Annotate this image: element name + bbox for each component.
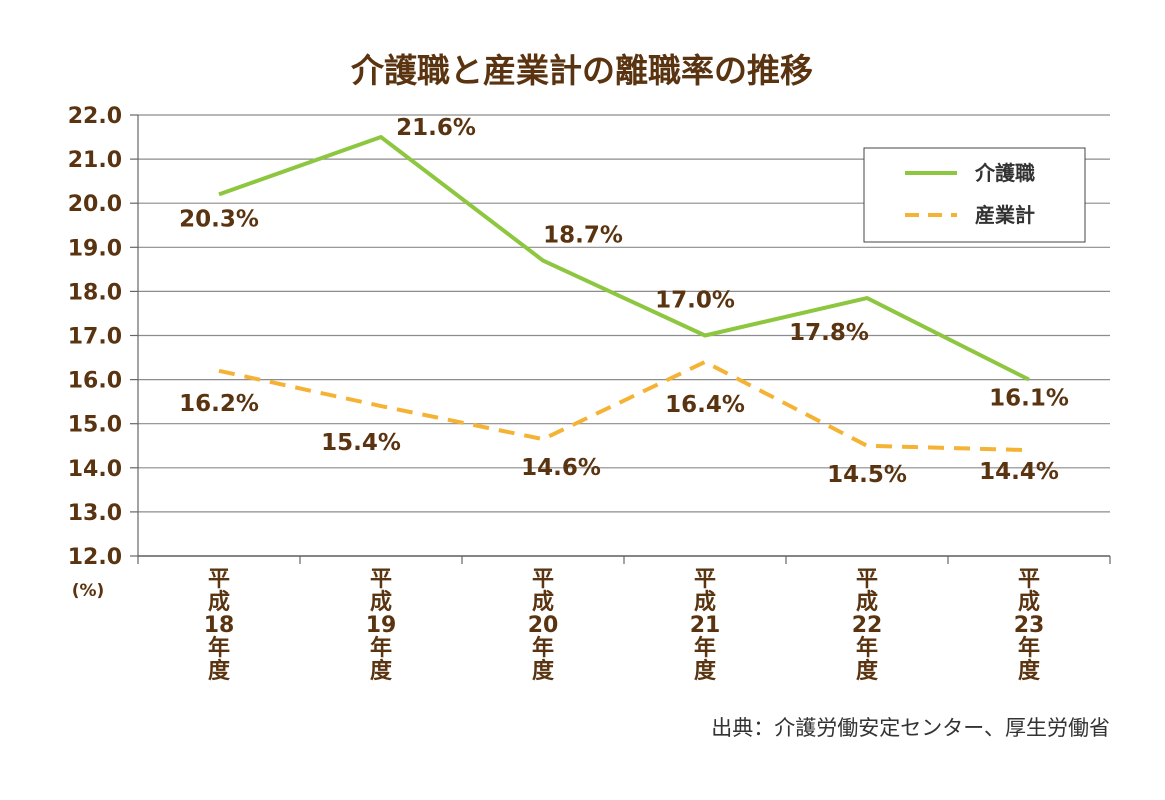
legend-label-sangyo: 産業計 — [975, 203, 1035, 227]
x-tick-label-part: 成 — [1018, 590, 1040, 615]
x-tick-label-part: 23 — [1014, 613, 1045, 638]
x-tick-label-part: 平 — [532, 567, 554, 592]
x-tick-label-part: 年 — [208, 635, 230, 661]
x-tick-label-part: 22 — [852, 613, 883, 638]
legend-label-kaigo: 介護職 — [974, 161, 1035, 185]
chart-title: 介護職と産業計の離職率の推移 — [351, 51, 813, 90]
y-tick-label: 13.0 — [68, 501, 122, 526]
x-tick-label-part: 年 — [856, 635, 878, 661]
x-tick-label-part: 平 — [694, 567, 716, 592]
data-label: 15.4% — [321, 430, 401, 456]
x-tick-label-part: 度 — [856, 658, 879, 684]
data-label: 17.0% — [655, 288, 735, 314]
x-tick-label-part: 度 — [1018, 658, 1041, 684]
data-label: 16.4% — [665, 392, 745, 418]
x-tick-label-part: 年 — [694, 635, 716, 661]
x-tick-label-part: 18 — [204, 613, 235, 638]
x-tick-label-part: 平 — [208, 567, 230, 592]
x-tick-label-part: 年 — [1018, 635, 1040, 661]
x-tick-label-part: 19 — [366, 613, 397, 638]
y-tick-label: 22.0 — [68, 104, 122, 129]
data-label: 14.6% — [521, 455, 601, 481]
y-tick-label: 12.0 — [68, 545, 122, 570]
legend: 介護職 産業計 — [864, 148, 1085, 242]
data-label: 16.1% — [989, 386, 1069, 412]
x-tick-label-part: 成 — [694, 590, 716, 615]
data-label: 14.5% — [827, 462, 907, 488]
data-label: 20.3% — [179, 206, 259, 232]
y-tick-label: 15.0 — [68, 413, 122, 438]
y-tick-label: 14.0 — [68, 457, 122, 482]
y-tick-label: 19.0 — [68, 236, 122, 261]
y-tick-label: 20.0 — [68, 192, 122, 217]
x-tick-label-part: 度 — [370, 658, 393, 684]
x-tick-label-part: 成 — [370, 590, 392, 615]
data-label: 14.4% — [979, 459, 1059, 485]
x-tick-label-part: 度 — [208, 658, 231, 684]
x-tick-label-part: 平 — [1018, 567, 1040, 592]
x-tick-label-part: 年 — [370, 635, 392, 661]
x-tick-label-part: 度 — [532, 658, 555, 684]
source-note: 出典：介護労働安定センター、厚生労働省 — [711, 716, 1110, 740]
x-tick-label-part: 度 — [694, 658, 717, 684]
x-tick-label-part: 20 — [528, 613, 559, 638]
x-tick-label-part: 平 — [856, 567, 878, 592]
y-tick-label: 17.0 — [68, 325, 122, 350]
x-tick-label-part: 成 — [208, 590, 230, 615]
data-label: 17.8% — [789, 320, 869, 346]
x-tick-label-part: 平 — [370, 567, 392, 592]
x-tick-label-part: 年 — [532, 635, 554, 661]
y-tick-label: 21.0 — [68, 148, 122, 173]
y-unit-label: (%) — [72, 581, 105, 601]
data-label: 18.7% — [543, 223, 623, 249]
y-tick-label: 18.0 — [68, 280, 122, 305]
x-tick-label-part: 成 — [856, 590, 878, 615]
data-label: 16.2% — [179, 391, 259, 417]
data-label: 21.6% — [396, 115, 476, 141]
y-tick-label: 16.0 — [68, 369, 122, 394]
x-tick-label-part: 21 — [690, 613, 721, 638]
x-tick-label-part: 成 — [532, 590, 554, 615]
